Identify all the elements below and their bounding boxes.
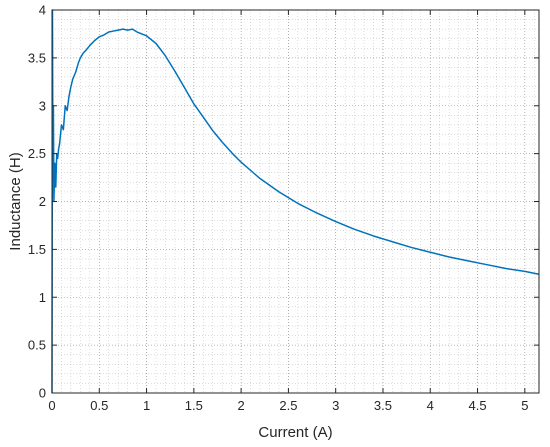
x-tick-label: 2.5: [279, 398, 297, 413]
x-tick-label: 2: [238, 398, 245, 413]
x-tick-label: 0: [48, 398, 55, 413]
y-tick-label: 1: [39, 290, 46, 305]
y-tick-label: 2.5: [28, 146, 46, 161]
y-tick-label: 4: [39, 3, 46, 18]
x-tick-labels: 0 0.5 1 1.5 2 2.5 3 3.5 4 4.5 5: [48, 398, 528, 413]
series-layer: [51, 9, 540, 394]
x-axis-title: Current (A): [258, 424, 332, 441]
x-tick-label: 0.5: [90, 398, 108, 413]
y-axis-title: Inductance (H): [7, 152, 24, 250]
y-tick-label: 0.5: [28, 338, 46, 353]
y-tick-label: 3: [39, 98, 46, 113]
ticks-layer: [51, 9, 539, 394]
x-tick-label: 3.5: [374, 398, 392, 413]
x-tick-label: 1.5: [185, 398, 203, 413]
y-tick-labels: 0 0.5 1 1.5 2 2.5 3 3.5 4: [28, 3, 46, 401]
y-tick-label: 1.5: [28, 242, 46, 257]
x-tick-label: 4.5: [468, 398, 486, 413]
x-tick-label: 4: [427, 398, 434, 413]
x-tick-label: 5: [521, 398, 528, 413]
x-tick-label: 1: [143, 398, 150, 413]
y-tick-label: 2: [39, 194, 46, 209]
series-line: [51, 9, 540, 394]
y-tick-label: 3.5: [28, 50, 46, 65]
x-tick-label: 3: [332, 398, 339, 413]
y-tick-label: 0: [39, 386, 46, 401]
